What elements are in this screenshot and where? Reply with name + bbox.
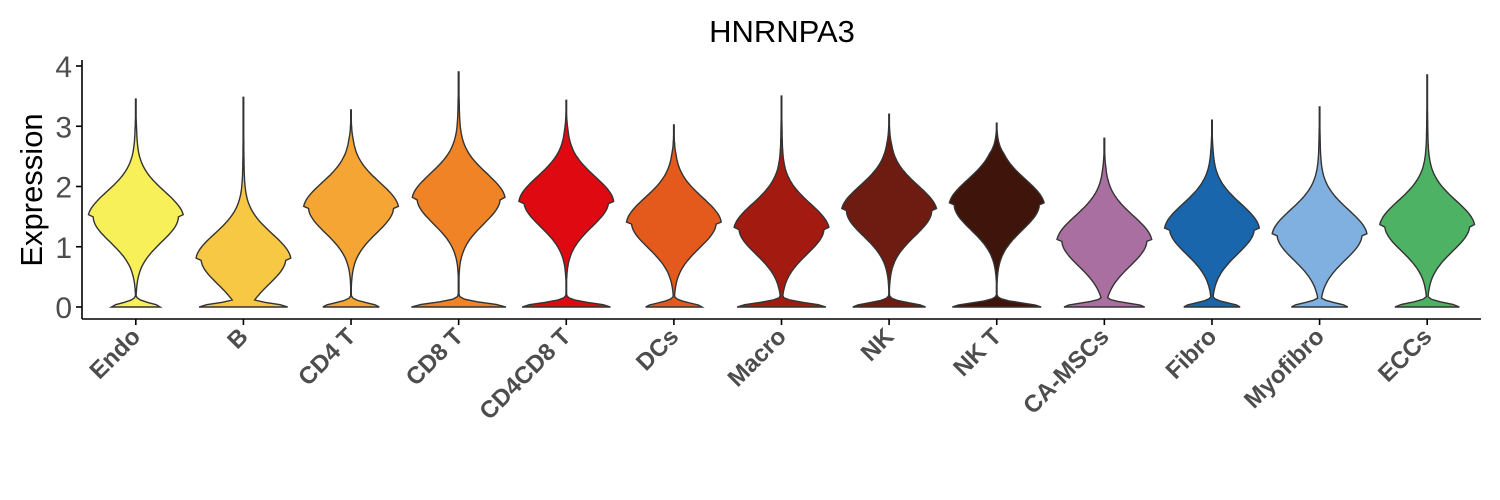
x-tick-label: Myofibro — [1239, 323, 1330, 414]
violin-fibro — [1163, 119, 1261, 308]
violin-endo — [87, 98, 185, 308]
violin-b — [195, 96, 292, 308]
x-axis-ticks: Endo B CD4 T CD8 T CD4CD8 T DCs Macro NK NK T CA-… — [85, 319, 1437, 425]
x-tick-label: NK — [856, 323, 900, 367]
x-tick-label: Fibro — [1161, 323, 1223, 385]
violin-cd4cd8-t — [518, 99, 615, 308]
violin-cd8-t — [411, 71, 507, 308]
chart-title: HNRNPA3 — [709, 14, 855, 49]
x-tick-label: Endo — [85, 323, 147, 385]
violin-ca-mscs — [1056, 137, 1153, 308]
y-tick-label: 3 — [55, 111, 72, 144]
x-tick-label: B — [222, 323, 253, 354]
y-tick-label: 2 — [55, 172, 72, 205]
x-tick-label: DCs — [631, 323, 684, 376]
violin-nk — [840, 113, 938, 308]
x-tick-label: CD4CD8 T — [474, 323, 576, 425]
x-tick-label: ECCs — [1373, 323, 1437, 387]
y-axis-label: Expression — [14, 113, 49, 266]
violin-myofibro — [1271, 106, 1368, 308]
y-tick-label: 0 — [55, 292, 72, 325]
x-tick-label: CA-MSCs — [1018, 323, 1114, 419]
y-axis-ticks: 0 1 2 3 4 — [55, 51, 82, 325]
violin-eccs — [1378, 74, 1476, 308]
violin-dcs — [625, 124, 723, 308]
violin-macro — [733, 95, 830, 308]
y-tick-label: 4 — [55, 51, 72, 84]
x-tick-label: Macro — [723, 323, 792, 392]
violin-cd4-t — [302, 109, 400, 308]
x-tick-label: NK T — [948, 323, 1007, 382]
violin-nk-t — [948, 122, 1045, 308]
x-tick-label: CD4 T — [293, 323, 361, 391]
x-tick-label: CD8 T — [401, 323, 469, 391]
violins — [87, 71, 1476, 308]
y-tick-label: 1 — [55, 232, 72, 265]
